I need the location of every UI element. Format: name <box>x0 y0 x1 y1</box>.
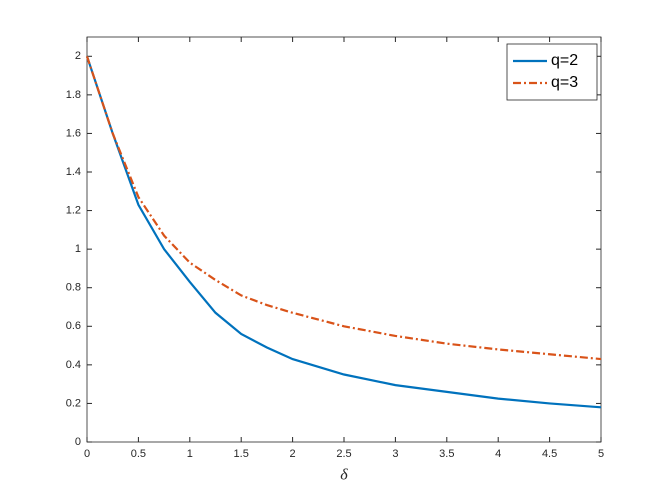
y-tick-label: 1.6 <box>66 127 81 139</box>
y-tick-label: 1.4 <box>66 166 81 178</box>
x-tick-label: 5 <box>598 448 604 460</box>
x-tick-label: 1.5 <box>234 448 249 460</box>
y-tick-label: 0.4 <box>66 359 81 371</box>
x-tick-label: 0.5 <box>131 448 146 460</box>
x-axis-label: δ <box>340 467 348 484</box>
x-tick-label: 0 <box>84 448 90 460</box>
x-tick-label: 2 <box>290 448 296 460</box>
x-tick-label: 2.5 <box>336 448 351 460</box>
series-line <box>85 55 602 409</box>
x-tick-label: 4 <box>495 448 501 460</box>
y-tick-label: 1.2 <box>66 204 81 216</box>
x-tick-label: 3.5 <box>439 448 454 460</box>
y-tick-label: 0.2 <box>66 397 81 409</box>
x-tick-label: 1 <box>187 448 193 460</box>
legend-label: q=3 <box>551 74 578 91</box>
y-tick-label: 0 <box>75 436 81 448</box>
y-tick-label: 1 <box>75 243 81 255</box>
y-tick-label: 1.8 <box>66 89 81 101</box>
x-tick-label: 4.5 <box>542 448 557 460</box>
y-tick-label: 2 <box>75 50 81 62</box>
series-line <box>85 55 602 361</box>
y-tick-label: 0.6 <box>66 320 81 332</box>
legend-box <box>506 43 598 101</box>
legend-label: q=2 <box>551 52 578 69</box>
x-tick-label: 3 <box>392 448 398 460</box>
y-tick-label: 0.8 <box>66 282 81 294</box>
